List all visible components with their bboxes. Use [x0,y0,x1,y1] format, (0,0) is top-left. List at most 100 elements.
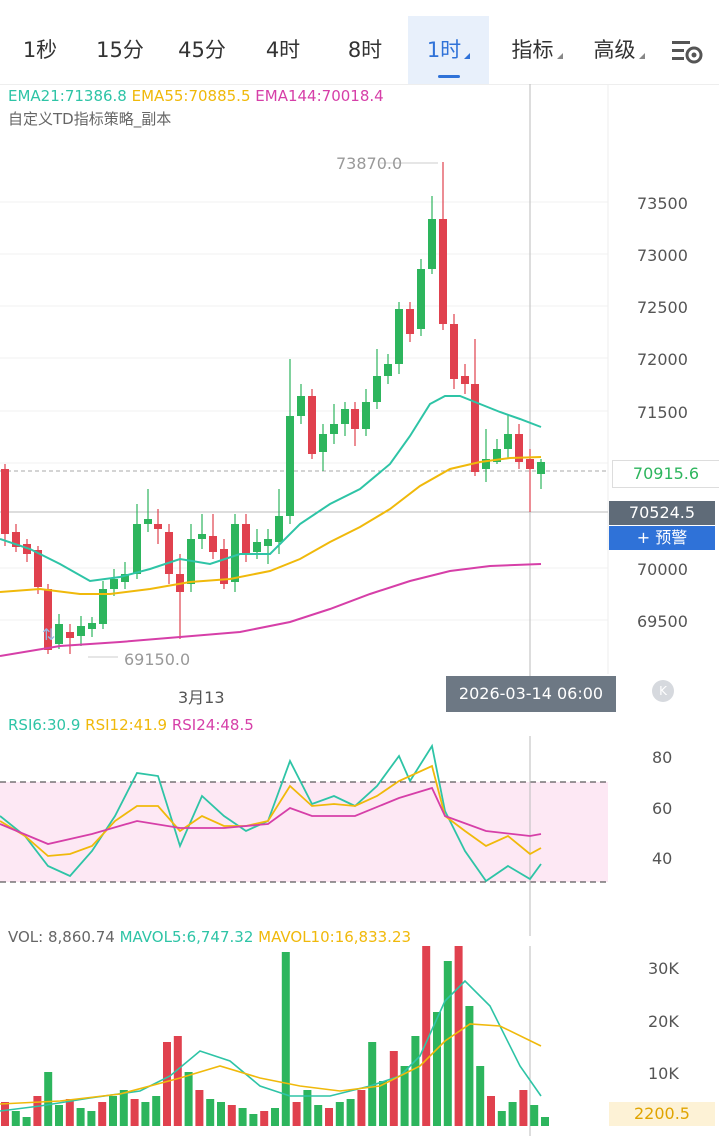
tab-15m[interactable]: 15分 [96,38,144,62]
volume-bar [346,1099,355,1126]
volume-bar [11,1111,20,1126]
volume-tick: 30K [648,959,679,978]
candle-body [209,536,217,552]
candle-body [417,269,425,329]
volume-bar [454,946,463,1126]
volume-bar [130,1099,139,1126]
candle-body [319,434,327,452]
candle-body [133,524,141,574]
volume-bar [55,1105,63,1126]
dropdown-icon [464,53,471,59]
candle-body [308,396,316,454]
volume-tick: 10K [648,1064,679,1083]
active-tab-indicator [437,75,460,78]
dropdown-icon [556,53,563,59]
low-price-label: 69150.0 [124,650,191,669]
candle-body [406,309,414,334]
tab-8h[interactable]: 8时 [347,38,383,62]
ema21-line [0,395,542,583]
price-tick: 71500 [637,403,688,422]
rsi-tick: 80 [652,748,673,767]
volume-bar [141,1102,150,1126]
tab-indicators[interactable]: 指标 [500,16,574,84]
ema21-value: EMA21:71386.8 [8,87,127,105]
volume-bar [314,1105,323,1126]
candle-body [154,524,162,529]
tab-1h[interactable]: 1时 [408,16,489,84]
candle-body [231,524,239,582]
candle-body [275,516,283,542]
volume-bar [33,1096,42,1126]
mavol5-value: MAVOL5:6,747.32 [119,928,254,946]
volume-bar [357,1090,366,1126]
candle-body [341,409,349,424]
price-tick: 70000 [637,560,688,579]
candle-body [110,579,118,589]
volume-bar [173,1036,182,1126]
dropdown-icon [638,53,645,59]
volume-bar [184,1072,193,1126]
volume-legend: VOL: 8,860.74 MAVOL5:6,747.32 MAVOL10:16… [8,928,411,946]
tab-advanced[interactable]: 高级 [582,16,656,84]
volume-bar [325,1108,333,1126]
td-marker-icon: ⇅ [42,625,55,644]
rsi-band [0,782,608,882]
date-tick: 3月13 [178,688,225,707]
candle-body [121,574,129,582]
volume-bar [98,1102,107,1126]
candle-body [515,434,523,462]
candle-body [1,469,9,534]
candle-body [198,534,206,539]
collapse-icon[interactable]: K [652,680,674,702]
candle-body [373,376,381,402]
ema55-line [0,456,542,595]
rsi12-value: RSI12:41.9 [85,716,168,734]
candle-body [242,524,250,554]
high-price-label: 73870.0 [336,154,403,173]
candle-body [362,402,370,429]
volume-bar [87,1111,96,1126]
candle-body [439,219,447,324]
candle-body [34,550,42,587]
volume-bar [281,952,290,1126]
candle-body [428,219,436,269]
volume-bar [497,1111,506,1126]
ema144-line [0,563,542,657]
candlestick-chart[interactable]: ⇅ [0,84,719,684]
candle-body [264,539,272,546]
candle-body [384,364,392,376]
rsi-chart[interactable] [0,736,719,936]
volume-bar [443,961,452,1126]
candle-body [144,519,152,524]
volume-tick: 20K [648,1012,679,1031]
candle-body [297,396,305,416]
ema144-value: EMA144:70018.4 [255,87,384,105]
tab-4h[interactable]: 4时 [265,38,301,62]
volume-bar [519,1090,528,1126]
chart-settings-button[interactable] [662,16,712,84]
volume-bar [487,1096,495,1126]
alert-button[interactable]: + 预警 [609,526,715,550]
price-tick: 73500 [637,194,688,213]
volume-bar [465,1006,474,1126]
tab-45m[interactable]: 45分 [178,38,226,62]
candle-body [450,324,458,379]
volume-bar [368,1042,377,1126]
settings-gear-icon [672,41,703,64]
candle-body [526,459,534,469]
volume-bar [400,1066,409,1126]
volume-bar [217,1102,225,1126]
volume-bar [335,1102,344,1126]
candle-body [12,532,20,547]
mavol10-line [0,1023,542,1105]
volume-chart[interactable] [0,946,719,1136]
volume-bar [476,1066,485,1126]
candle-body [395,309,403,364]
volume-bar [249,1114,258,1126]
tab-1s[interactable]: 1秒 [22,38,58,62]
volume-bar [119,1090,128,1126]
candle-body [504,434,512,449]
volume-bar [411,1036,420,1126]
volume-bar [508,1102,517,1126]
strategy-name: 自定义TD指标策略_副本 [8,110,172,128]
